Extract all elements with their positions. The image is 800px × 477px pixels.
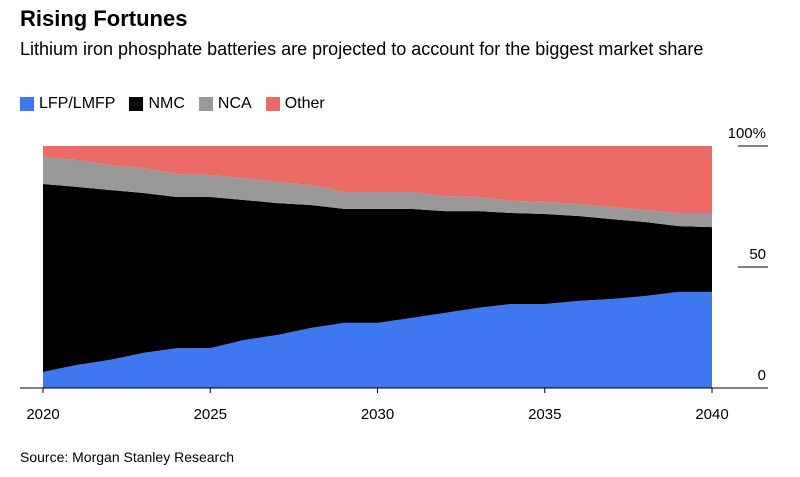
legend-label: NCA [217, 95, 252, 112]
legend-swatch [198, 97, 213, 111]
legend: LFP/LMFP NMC NCA Other [20, 95, 325, 113]
legend-item: NCA [198, 95, 252, 113]
x-tick-label: 2040 [695, 406, 728, 423]
legend-swatch [129, 97, 144, 111]
area [43, 146, 712, 214]
legend-label: NMC [148, 95, 185, 112]
legend-label: LFP/LMFP [39, 95, 116, 112]
source-note: Source: Morgan Stanley Research [20, 449, 234, 465]
legend-item: Other [265, 95, 325, 113]
legend-swatch [265, 97, 280, 111]
x-tick-label: 2020 [26, 406, 59, 423]
chart-subtitle: Lithium iron phosphate batteries are pro… [20, 39, 704, 59]
y-tick-label: 100% [728, 125, 766, 142]
x-tick-label: 2035 [528, 406, 561, 423]
legend-swatch [20, 97, 34, 111]
legend-item: LFP/LMFP [20, 95, 115, 113]
x-tick-label: 2030 [361, 406, 394, 423]
legend-item: NMC [129, 95, 185, 113]
y-tick-label: 50 [749, 246, 766, 263]
y-tick-label: 0 [758, 367, 766, 384]
area [43, 291, 712, 388]
legend-label: Other [284, 95, 325, 112]
area [43, 156, 712, 228]
chart-title: Rising Fortunes [20, 6, 188, 31]
x-tick-label: 2025 [194, 406, 227, 423]
area [43, 183, 712, 373]
